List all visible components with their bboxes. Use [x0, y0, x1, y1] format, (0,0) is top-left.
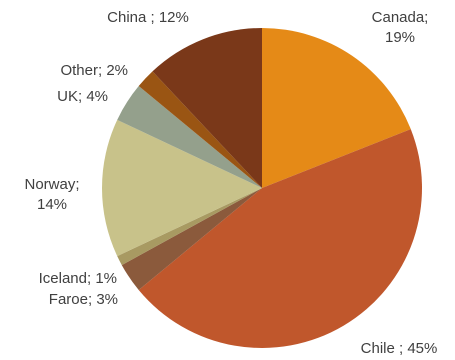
pie-slice-chile: [138, 129, 423, 349]
pie-slice-iceland: [117, 188, 263, 266]
pie-slice-uk: [117, 86, 263, 188]
pie-label-chile: Chile ; 45%: [361, 340, 438, 357]
pie-labels: Canada; 19% Chile ; 45% Faroe; 3% Iceland; 1…: [24, 9, 437, 357]
pie-slice-china: [152, 28, 262, 188]
pie-label-other: Other; 2%: [60, 62, 128, 79]
pie-slice-faroe: [121, 188, 263, 290]
pie-slice-other: [138, 71, 262, 188]
pie-label-uk: UK; 4%: [57, 88, 108, 105]
pie-label-norway: Norway; 14%: [24, 176, 79, 213]
pie-label-canada: Canada; 19%: [372, 9, 429, 46]
pie-label-iceland: Iceland; 1%: [39, 270, 117, 287]
pie-slices: [101, 28, 423, 349]
pie-slice-norway: [101, 119, 262, 257]
pie-slice-canada: [262, 28, 411, 188]
pie-label-china: China ; 12%: [107, 9, 189, 26]
pie-label-faroe: Faroe; 3%: [49, 291, 118, 308]
